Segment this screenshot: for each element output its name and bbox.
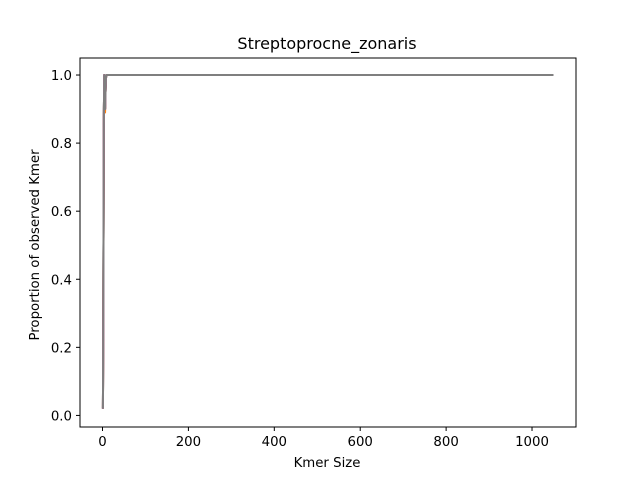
x-tick-label: 600 — [348, 435, 373, 450]
y-tick-label: 0.0 — [51, 409, 72, 424]
y-tick-label: 0.2 — [51, 341, 72, 356]
y-tick-label: 0.4 — [51, 273, 72, 288]
x-tick-label: 0 — [98, 435, 106, 450]
series-layer — [101, 74, 554, 409]
x-tick-label: 400 — [262, 435, 287, 450]
chart-title: Streptoprocne_zonaris — [237, 34, 416, 54]
plot-frame — [79, 57, 577, 428]
x-tick-label: 1000 — [515, 435, 549, 450]
x-tick-label: 200 — [176, 435, 201, 450]
y-tick-label: 0.6 — [51, 205, 72, 220]
y-tick-label: 1.0 — [51, 69, 72, 84]
axes-layer: 0 200 400 600 800 1000 0.0 0.2 0.4 0.6 0.8 1.0 — [51, 57, 577, 450]
y-axis-label: Proportion of observed Kmer — [28, 149, 43, 341]
x-tick-label: 800 — [433, 435, 458, 450]
x-axis-label: Kmer Size — [294, 456, 361, 471]
y-tick-label: 0.8 — [51, 137, 72, 152]
series-line-8 — [101, 74, 554, 409]
